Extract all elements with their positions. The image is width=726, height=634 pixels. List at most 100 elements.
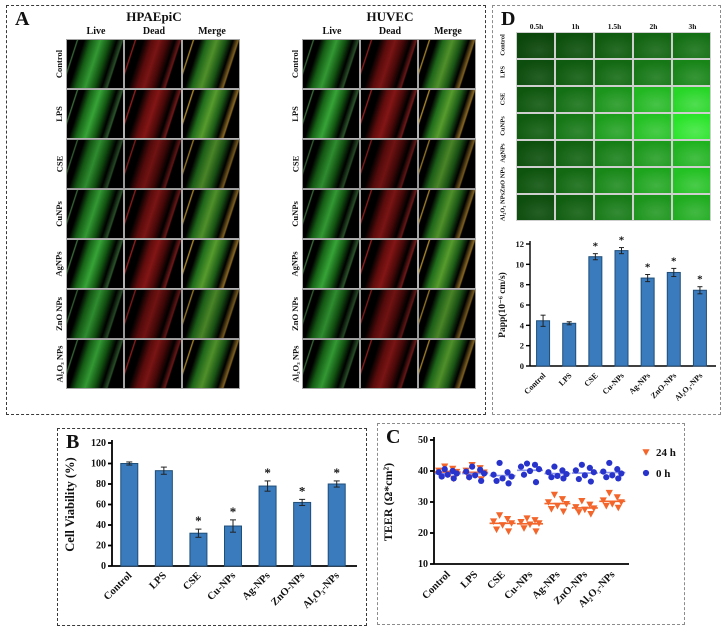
treatment-row-label: AgNPs: [51, 240, 67, 288]
micrograph-row: Control: [287, 39, 477, 89]
fluorescence-image: [594, 86, 633, 113]
fluorescence-row-label-text: Al₂O₃ NPs: [499, 192, 507, 222]
scatter-point-triangle: [547, 506, 556, 513]
channel-header-label: Dead: [142, 26, 166, 37]
scatter-point-circle: [523, 460, 531, 467]
treatment-row-label: ZnO NPs: [287, 290, 303, 338]
fluorescence-row: ZnO NPs: [500, 167, 720, 194]
bar: [536, 320, 551, 367]
micrograph-merge: [182, 339, 240, 389]
fluorescence-image: [633, 32, 672, 59]
y-tick-label: 50: [418, 435, 428, 446]
fluorescence-image: [672, 86, 711, 113]
cell-line-title: HPAEpiC: [126, 9, 182, 24]
cell-line-group: HPAEpiC Live Dead Merge Control LPS CSE CuNPs Ag…: [51, 9, 241, 390]
channel-headers: Live Dead Merge: [303, 26, 477, 40]
fluorescence-image: [594, 59, 633, 86]
significance-star: *: [333, 465, 340, 480]
x-tick-label: Ag-NPs: [627, 371, 652, 396]
channel-header-label: Live: [322, 26, 342, 37]
micrograph-live: [66, 339, 124, 389]
fluorescence-image: [516, 32, 555, 59]
scatter-point-circle: [551, 463, 558, 470]
fluorescence-row-label-text: AgNPs: [499, 143, 507, 163]
treatment-row-label: Control: [287, 40, 303, 88]
x-tick-label: Ag-NPs: [241, 570, 273, 602]
bar: [666, 271, 681, 367]
fluorescence-image: [633, 59, 672, 86]
scatter-point-circle: [531, 461, 539, 468]
micrograph-merge: [182, 39, 240, 89]
treatment-row-label-text: ZnO NPs: [290, 297, 300, 331]
y-tick-label: 80: [96, 479, 106, 490]
scatter-point-circle: [435, 469, 442, 476]
micrograph-live: [302, 89, 360, 139]
fluorescence-image: [594, 113, 633, 140]
scatter-point-triangle: [613, 494, 621, 501]
timepoint-label: 2h: [649, 22, 658, 31]
micrograph-row: CuNPs: [51, 189, 241, 239]
micrograph-merge: [418, 289, 476, 339]
treatment-row-label-text: Al₂O₃ NPs: [54, 345, 65, 383]
scatter-point-circle: [535, 466, 543, 473]
scatter-point-triangle: [544, 499, 553, 506]
legend-label: 24 h: [656, 447, 676, 459]
micrograph-dead: [360, 89, 418, 139]
scatter-point-triangle: [532, 528, 540, 535]
timepoint-label: 1.5h: [607, 22, 622, 31]
scatter-point-circle: [590, 469, 597, 476]
x-tick-label: Control: [420, 569, 452, 601]
fluorescence-row: CuNPs: [500, 113, 720, 140]
x-tick-label: Al₂O₃-NPs: [673, 371, 704, 402]
x-tick-label: CSE: [485, 569, 507, 591]
fluorescence-row-label-text: Control: [499, 34, 507, 56]
micrograph-dead: [124, 339, 182, 389]
y-tick-label: 0: [101, 561, 106, 572]
micrograph-merge: [182, 189, 240, 239]
fluorescence-image: [555, 32, 594, 59]
y-tick-label: 4: [520, 320, 525, 330]
scatter-point-circle: [505, 480, 512, 487]
micrograph-dead: [124, 139, 182, 189]
fluorescence-image: [516, 59, 555, 86]
micrograph-live: [66, 289, 124, 339]
x-tick-label: Control: [102, 570, 134, 602]
x-tick-label: Cu-NPs: [206, 570, 239, 603]
treatment-row-label: AgNPs: [287, 240, 303, 288]
significance-star: *: [697, 274, 703, 286]
micrograph-row: LPS: [51, 89, 241, 139]
micrograph-live: [302, 189, 360, 239]
scatter-point-circle: [463, 468, 470, 475]
timepoint-label: 3h: [688, 22, 697, 31]
micrograph-dead: [124, 289, 182, 339]
micrograph-merge: [182, 289, 240, 339]
panel-d-permeability: D 0.5h 1h 1.5h 2h 3h Control LPS CSE CuNPs AgNPs Z…: [492, 5, 721, 415]
y-tick-label: 60: [96, 500, 106, 511]
fluorescence-image: [555, 194, 594, 221]
fluorescence-image: [633, 86, 672, 113]
treatment-row-label: CSE: [287, 140, 303, 188]
bar: [293, 501, 312, 567]
fluorescence-image: [555, 59, 594, 86]
cell-line-group: HUVEC Live Dead Merge Control LPS CSE CuNPs AgNP…: [287, 9, 477, 390]
scatter-point-circle: [609, 472, 616, 479]
fluorescence-image: [516, 113, 555, 140]
fluorescence-image: [672, 194, 711, 221]
fluorescence-image: [594, 32, 633, 59]
scatter-point-circle: [453, 470, 460, 477]
y-tick-label: 10: [516, 259, 525, 269]
y-tick-label: 120: [91, 438, 106, 449]
scatter-point-circle: [559, 467, 566, 474]
y-tick-label: 12: [516, 239, 525, 249]
micrograph-row: Control: [51, 39, 241, 89]
y-tick-label: 30: [418, 497, 428, 508]
micrograph-live: [302, 289, 360, 339]
treatment-row-label: LPS: [287, 90, 303, 138]
treatment-row-label-text: Al₂O₃ NPs: [290, 345, 301, 383]
scatter-point-circle: [499, 475, 506, 482]
micrograph-row: CSE: [287, 139, 477, 189]
fluorescence-row-label-text: ZnO NPs: [499, 167, 507, 193]
scatter-point-triangle: [578, 497, 586, 505]
scatter-point-triangle: [489, 518, 498, 526]
significance-star: *: [299, 483, 306, 498]
